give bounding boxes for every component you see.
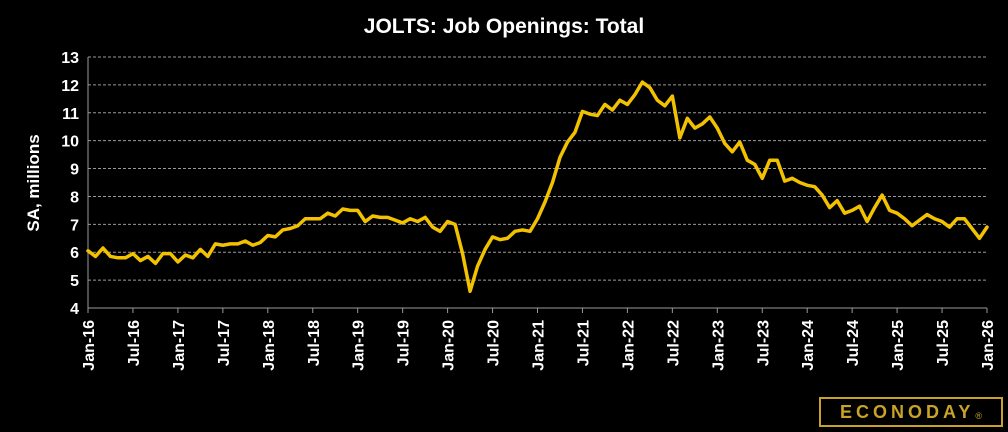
x-tick-label: Jan-22 — [620, 320, 637, 371]
x-tick-label: Jul-17 — [216, 320, 233, 366]
x-tick-label: Jan-16 — [81, 320, 98, 371]
y-tick-labels: 4 5 6 7 8 9 10 11 12 13 — [61, 50, 79, 318]
y-tick-label: 5 — [70, 273, 79, 290]
x-tick-label: Jul-23 — [755, 320, 772, 366]
axes — [87, 57, 988, 313]
series-line-job-openings — [86, 80, 989, 294]
x-tick-label: Jan-18 — [261, 320, 278, 371]
x-tick-label: Jul-19 — [396, 320, 413, 366]
x-tick-label: Jan-20 — [441, 320, 458, 371]
x-tick-label: Jan-25 — [890, 320, 907, 371]
y-tick-label: 8 — [70, 189, 79, 206]
x-tick-label: Jul-20 — [486, 320, 503, 366]
x-tick-label: Jul-25 — [935, 320, 952, 366]
y-tick-label: 12 — [61, 78, 79, 95]
x-tick-label: Jan-19 — [351, 320, 368, 371]
x-tick-label: Jan-21 — [531, 320, 548, 371]
y-tick-label: 4 — [70, 301, 79, 318]
x-tick-label: Jul-16 — [126, 320, 143, 366]
y-axis-label: SA, millions — [24, 134, 43, 231]
chart-title: JOLTS: Job Openings: Total — [364, 15, 644, 38]
x-tick-label: Jul-22 — [665, 320, 682, 366]
y-tick-label: 11 — [62, 106, 79, 123]
x-tick-label: Jul-21 — [575, 320, 592, 366]
y-tick-label: 7 — [70, 217, 79, 234]
x-tick-label: Jan-17 — [171, 320, 188, 371]
y-tick-label: 6 — [70, 245, 79, 262]
x-tick-label: Jan-24 — [800, 320, 817, 371]
x-tick-labels: Jan-16 Jul-16 Jan-17 Jul-17 Jan-18 Jul-18 Jan-… — [81, 320, 997, 371]
x-tick-label: Jan-26 — [980, 320, 997, 371]
y-tick-label: 10 — [61, 134, 79, 151]
y-tick-label: 9 — [70, 162, 79, 179]
x-tick-label: Jul-18 — [306, 320, 323, 366]
x-tick-label: Jul-24 — [845, 320, 862, 366]
registered-mark: ® — [975, 411, 982, 421]
logo-text: ECONODAY — [840, 401, 975, 422]
econoday-logo: ECONODAY ® — [819, 397, 1003, 427]
y-tick-label: 13 — [61, 50, 79, 67]
x-tick-label: Jan-23 — [710, 320, 727, 371]
